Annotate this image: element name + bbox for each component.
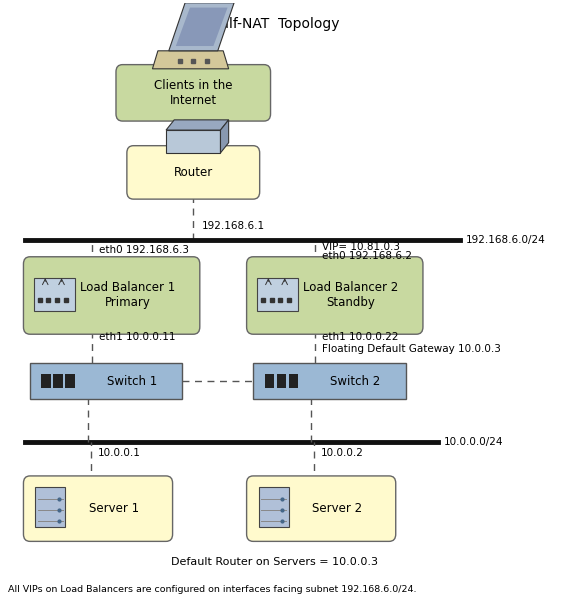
Text: All VIPs on Load Balancers are configured on interfaces facing subnet 192.168.6.: All VIPs on Load Balancers are configure…: [8, 585, 417, 594]
FancyBboxPatch shape: [265, 374, 274, 388]
Text: 192.168.6.1: 192.168.6.1: [201, 221, 265, 231]
FancyBboxPatch shape: [258, 278, 298, 311]
FancyBboxPatch shape: [127, 145, 259, 199]
Text: Switch 2: Switch 2: [330, 375, 380, 388]
Text: Load Balancer 1
Primary: Load Balancer 1 Primary: [80, 282, 175, 310]
Polygon shape: [152, 51, 228, 69]
FancyBboxPatch shape: [65, 374, 75, 388]
Text: Clients in the
Internet: Clients in the Internet: [154, 79, 232, 107]
Text: 10.0.0.0/24: 10.0.0.0/24: [444, 438, 503, 447]
Text: eth1 10.0.0.11: eth1 10.0.0.11: [99, 332, 175, 342]
Text: Server 2: Server 2: [312, 502, 363, 515]
Text: Load Balancer 2
Standby: Load Balancer 2 Standby: [303, 282, 399, 310]
Polygon shape: [166, 130, 221, 153]
FancyBboxPatch shape: [41, 374, 51, 388]
Text: Default Router on Servers = 10.0.0.3: Default Router on Servers = 10.0.0.3: [171, 558, 378, 567]
Text: 10.0.0.1: 10.0.0.1: [98, 447, 140, 458]
Text: Router: Router: [174, 166, 213, 179]
FancyBboxPatch shape: [24, 257, 200, 335]
Polygon shape: [166, 120, 228, 130]
FancyBboxPatch shape: [34, 278, 75, 311]
FancyBboxPatch shape: [54, 374, 63, 388]
Polygon shape: [221, 120, 228, 153]
Text: Floating Default Gateway 10.0.0.3: Floating Default Gateway 10.0.0.3: [321, 344, 501, 355]
FancyBboxPatch shape: [246, 476, 396, 541]
FancyBboxPatch shape: [246, 257, 423, 335]
FancyBboxPatch shape: [36, 487, 65, 527]
Text: Half-NAT  Topology: Half-NAT Topology: [210, 17, 340, 31]
FancyBboxPatch shape: [24, 476, 173, 541]
Polygon shape: [176, 8, 227, 46]
FancyBboxPatch shape: [289, 374, 298, 388]
Text: VIP= 10.81.0.3: VIP= 10.81.0.3: [321, 242, 400, 251]
Polygon shape: [169, 3, 234, 51]
FancyBboxPatch shape: [30, 363, 182, 399]
Text: 192.168.6.0/24: 192.168.6.0/24: [465, 235, 545, 245]
FancyBboxPatch shape: [116, 65, 271, 121]
Text: 10.0.0.2: 10.0.0.2: [321, 447, 364, 458]
FancyBboxPatch shape: [253, 363, 406, 399]
Text: Server 1: Server 1: [89, 502, 139, 515]
Text: eth0 192.168.6.3: eth0 192.168.6.3: [99, 245, 188, 255]
FancyBboxPatch shape: [258, 487, 289, 527]
Text: Switch 1: Switch 1: [107, 375, 157, 388]
FancyBboxPatch shape: [276, 374, 287, 388]
Text: eth0 192.168.6.2: eth0 192.168.6.2: [321, 251, 412, 261]
Text: eth1 10.0.0.22: eth1 10.0.0.22: [321, 332, 398, 342]
